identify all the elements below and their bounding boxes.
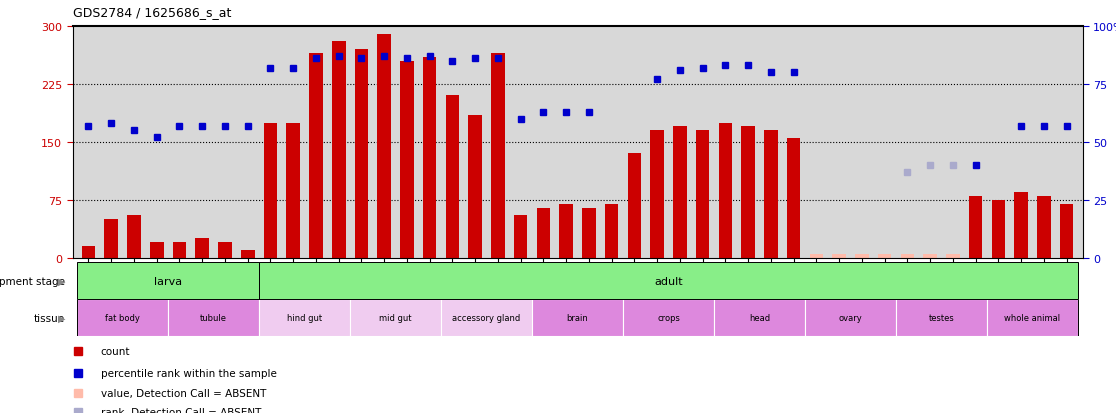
Bar [559,204,573,258]
Text: tubule: tubule [200,313,227,323]
Bar [441,299,532,337]
Text: brain: brain [567,313,588,323]
Text: hind gut: hind gut [287,313,323,323]
Bar [127,216,141,258]
Bar [169,299,259,337]
Bar [195,239,209,258]
Bar [896,299,987,337]
Bar [355,50,368,258]
Bar [287,123,300,258]
Bar [695,131,710,258]
Bar [991,200,1006,258]
Bar [77,299,169,337]
Bar [714,299,805,337]
Bar [105,220,118,258]
Text: mid gut: mid gut [379,313,412,323]
Bar [719,123,732,258]
Bar [901,254,914,258]
Bar [623,299,714,337]
Bar [787,139,800,258]
Bar [969,197,982,258]
Bar [469,116,482,258]
Bar [218,243,232,258]
Bar [350,299,441,337]
Bar [150,243,164,258]
Bar [651,131,664,258]
Bar [423,58,436,258]
Bar [331,42,346,258]
Bar [532,299,623,337]
Bar [445,96,460,258]
Text: value, Detection Call = ABSENT: value, Detection Call = ABSENT [100,388,267,398]
Bar [809,254,824,258]
Bar [259,299,350,337]
Bar [263,123,277,258]
Bar [855,254,868,258]
Bar [77,262,259,299]
Text: ovary: ovary [838,313,863,323]
Bar [1037,197,1050,258]
Bar [605,204,618,258]
Bar [1014,192,1028,258]
Text: percentile rank within the sample: percentile rank within the sample [100,368,277,378]
Text: head: head [749,313,770,323]
Text: testes: testes [929,313,954,323]
Bar [741,127,754,258]
Bar [805,299,896,337]
Bar [513,216,528,258]
Bar [1060,204,1074,258]
Bar [259,262,1078,299]
Bar [878,254,892,258]
Text: ▶: ▶ [58,276,66,286]
Bar [81,247,95,258]
Text: ▶: ▶ [58,313,66,323]
Text: development stage: development stage [0,276,65,286]
Bar [309,54,323,258]
Text: tissue: tissue [33,313,65,323]
Bar [987,299,1078,337]
Text: GDS2784 / 1625686_s_at: GDS2784 / 1625686_s_at [73,6,231,19]
Bar [537,208,550,258]
Text: fat body: fat body [105,313,140,323]
Text: count: count [100,347,131,356]
Bar [627,154,642,258]
Text: crops: crops [657,313,680,323]
Text: whole animal: whole animal [1004,313,1060,323]
Bar [946,254,960,258]
Text: rank, Detection Call = ABSENT: rank, Detection Call = ABSENT [100,406,261,413]
Bar [673,127,686,258]
Bar [173,243,186,258]
Bar [491,54,504,258]
Text: adult: adult [654,276,683,286]
Bar [764,131,778,258]
Bar [241,250,254,258]
Bar [583,208,596,258]
Bar [401,62,414,258]
Text: accessory gland: accessory gland [452,313,521,323]
Bar [833,254,846,258]
Text: larva: larva [154,276,182,286]
Bar [923,254,937,258]
Bar [377,35,391,258]
